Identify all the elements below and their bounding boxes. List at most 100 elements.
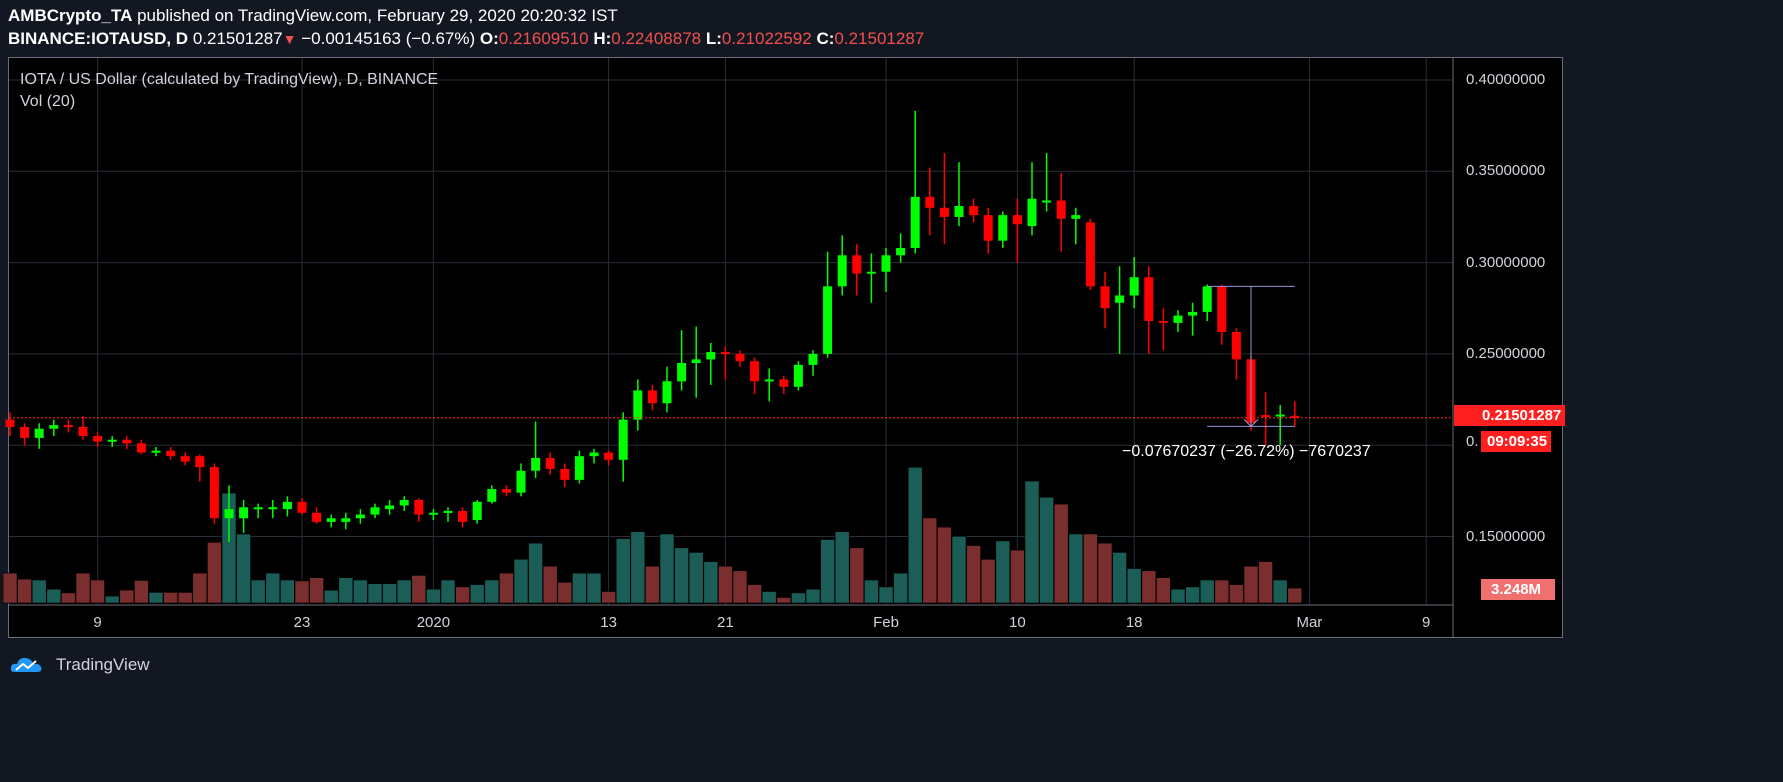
volume-bar: [645, 565, 660, 604]
candle-down: [969, 205, 979, 216]
time-tick-label: 2020: [416, 614, 451, 631]
volume-bar: [280, 579, 295, 604]
volume-bar: [1199, 579, 1215, 604]
candle-up: [1071, 215, 1081, 219]
candle-up: [443, 510, 453, 513]
volume-bar: [1024, 480, 1040, 604]
candle-down: [1100, 286, 1110, 309]
candle-up: [1129, 277, 1139, 296]
candle-up: [574, 456, 584, 480]
volume-bar: [922, 517, 938, 604]
volume-bar: [615, 538, 631, 604]
volume-bar: [265, 572, 281, 604]
candle-up: [370, 507, 380, 515]
volume-bar: [572, 572, 587, 604]
volume-bar: [1097, 542, 1113, 604]
candle-up: [881, 255, 891, 272]
countdown-badge: 09:09:35: [1481, 431, 1552, 452]
candle-up: [662, 381, 672, 404]
candle-down: [720, 352, 730, 355]
candle-up: [1042, 200, 1052, 203]
volume-bar: [1272, 579, 1288, 604]
candle-up: [282, 501, 292, 510]
volume-bar: [294, 580, 310, 604]
volume-bar: [119, 589, 135, 604]
volume-bar: [776, 597, 792, 604]
volume-bar: [323, 589, 339, 604]
candle-down: [560, 468, 570, 480]
volume-bar: [951, 535, 967, 604]
volume-bar: [353, 579, 368, 604]
volume-bar: [1053, 503, 1069, 604]
candle-down: [735, 353, 745, 362]
candle-down: [414, 499, 424, 515]
price-tick-label: 0.35000000: [1466, 162, 1546, 180]
volume-bar: [1039, 496, 1054, 604]
author[interactable]: AMBCrypto_TA: [8, 6, 133, 25]
candle-down: [1012, 215, 1022, 225]
volume-bar: [849, 547, 865, 604]
candle-up: [706, 352, 716, 360]
candle-up: [107, 439, 117, 442]
price-tick-label: 0.25000000: [1466, 344, 1546, 362]
candle-up: [253, 507, 263, 510]
volume-bar: [1068, 533, 1084, 604]
candle-down: [122, 439, 132, 444]
volume-bar: [455, 586, 470, 604]
volume-bar: [1010, 549, 1025, 604]
candle-up: [910, 196, 920, 248]
volume-bar: [1185, 586, 1200, 604]
volume-bar: [134, 580, 149, 604]
candle-up: [589, 452, 599, 457]
volume-bar: [163, 592, 178, 604]
open-label: O:: [479, 29, 499, 48]
volume-bar: [177, 592, 193, 604]
candle-down: [63, 425, 73, 428]
candle-up: [691, 359, 701, 364]
tradingview-logo[interactable]: TradingView: [10, 654, 150, 676]
candle-up: [1202, 286, 1212, 312]
time-tick-label: 9: [1422, 614, 1431, 631]
publish-line: AMBCrypto_TA published on TradingView.co…: [8, 6, 618, 26]
volume-bar: [396, 579, 412, 604]
time-tick-label: 13: [600, 614, 617, 631]
volume-bar: [937, 526, 952, 604]
volume-bar: [878, 586, 894, 604]
high-value: 0.22408878: [611, 29, 702, 48]
candle-down: [180, 456, 190, 462]
volume-bar: [1141, 570, 1157, 604]
candle-up: [34, 428, 44, 438]
price-tick-label: 0.40000000: [1466, 71, 1546, 88]
volume-bar: [966, 545, 981, 604]
candle-up: [677, 363, 687, 382]
candle-up: [49, 425, 59, 429]
last-price: 0.21501287: [192, 29, 283, 48]
volume-badge: 3.248M: [1481, 579, 1556, 600]
low-value: 0.21022592: [721, 29, 812, 48]
candle-up: [326, 518, 336, 522]
volume-bar: [236, 533, 251, 604]
candle-down: [209, 467, 219, 519]
candle-down: [5, 419, 15, 427]
candle-up: [1173, 315, 1183, 323]
candle-down: [136, 443, 146, 453]
time-tick-label: 21: [717, 614, 734, 631]
candle-up: [531, 457, 541, 471]
chart-panel[interactable]: [8, 57, 1563, 638]
volume-bar: [557, 581, 573, 604]
last-price-badge: 0.21501287: [1454, 405, 1566, 426]
volume-bar: [309, 577, 324, 604]
candle-up: [385, 505, 395, 510]
candle-up: [837, 255, 847, 287]
candle-up: [516, 470, 526, 493]
volume-bar: [980, 558, 996, 604]
candle-down: [1158, 321, 1168, 324]
volume-bar: [528, 542, 543, 604]
candle-down: [647, 390, 657, 404]
volume-bar: [674, 547, 689, 604]
volume-bar: [338, 577, 354, 604]
symbol-line: BINANCE:IOTAUSD, D 0.21501287▼ −0.001451…: [8, 29, 924, 49]
candle-down: [1261, 415, 1271, 418]
hidden-tick-label: 0.: [1466, 433, 1479, 450]
